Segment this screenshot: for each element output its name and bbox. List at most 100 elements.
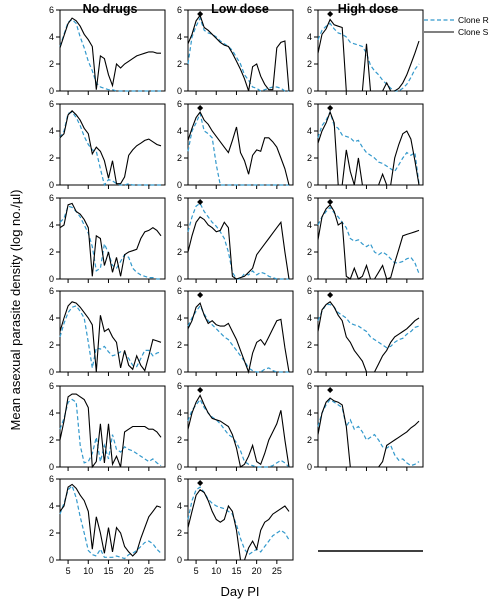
y-tick-label: 6: [49, 474, 54, 484]
x-tick-label: 5: [66, 566, 71, 576]
y-tick-label: 4: [49, 501, 54, 511]
y-tick-label: 0: [49, 180, 54, 190]
series-line-clone-r: [317, 22, 420, 92]
panel-r0-c0: 0 2 4 6: [49, 5, 166, 96]
series-line-clone-s: [317, 301, 420, 373]
y-tick-label: 4: [49, 220, 54, 230]
y-tick-label: 2: [177, 435, 182, 445]
column-title-low-dose: Low dose: [211, 2, 269, 16]
treatment-marker-diamond: [197, 292, 204, 298]
series-line-clone-s: [317, 110, 420, 186]
x-tick-label: 15: [231, 566, 241, 576]
y-tick-label: 2: [307, 435, 312, 445]
series-line-clone-s: [59, 301, 162, 373]
y-tick-label: 4: [177, 501, 182, 511]
panel-frame: [317, 385, 424, 468]
series-line-clone-r: [187, 398, 290, 468]
y-tick-label: 6: [49, 99, 54, 109]
y-tick-label: 2: [307, 340, 312, 350]
y-tick-label: 2: [177, 59, 182, 69]
y-tick-label: 2: [177, 528, 182, 538]
y-axis-label: Mean asexual parasite density (log no./µ…: [8, 190, 23, 431]
panel-frame: [59, 103, 166, 186]
x-tick-label: 5: [194, 566, 199, 576]
panel-r0-c2: 0 2 4 6: [307, 5, 424, 96]
x-tick-label: 20: [124, 566, 134, 576]
series-line-clone-r: [187, 304, 289, 373]
series-line-clone-s: [317, 397, 420, 468]
panel-frame: [187, 197, 294, 280]
panel-frame: [317, 103, 424, 186]
series-line-clone-s: [187, 394, 290, 468]
y-tick-label: 0: [177, 274, 182, 284]
panel-r4-c0: 0 2 4 6: [49, 381, 166, 472]
y-tick-label: 0: [49, 555, 54, 565]
panel-r0-c1: 0 2 4 6: [177, 5, 294, 96]
y-tick-label: 6: [49, 5, 54, 15]
y-tick-label: 6: [177, 474, 182, 484]
y-tick-label: 4: [307, 313, 312, 323]
treatment-marker-diamond: [327, 11, 334, 17]
y-tick-label: 0: [49, 367, 54, 377]
series-line-clone-s: [59, 17, 161, 90]
panel-frame: [187, 9, 294, 92]
y-tick-label: 4: [49, 408, 54, 418]
y-tick-label: 6: [177, 5, 182, 15]
panel-frame: [317, 9, 424, 92]
y-tick-label: 0: [49, 462, 54, 472]
series-line-clone-s: [317, 203, 420, 280]
series-line-clone-r: [59, 205, 161, 280]
y-tick-label: 0: [177, 555, 182, 565]
y-tick-label: 0: [307, 86, 312, 96]
panel-r3-c1: 0 2 4 6: [177, 286, 294, 377]
panel-r1-c2: 0 2 4 6: [307, 99, 424, 190]
y-tick-label: 6: [49, 381, 54, 391]
panel-r2-c0: 0 2 4 6: [49, 193, 166, 284]
panel-r4-c2: 0 2 4 6: [307, 381, 424, 472]
series-line-clone-s: [59, 110, 162, 185]
y-tick-label: 2: [49, 59, 54, 69]
series-line-clone-s: [187, 302, 290, 374]
y-tick-label: 6: [307, 193, 312, 203]
panel-r4-c1: 0 2 4 6: [177, 381, 294, 472]
series-line-clone-r: [317, 110, 420, 184]
y-tick-label: 4: [177, 313, 182, 323]
series-line-clone-r: [317, 303, 420, 349]
x-tick-label: 10: [211, 566, 221, 576]
y-tick-label: 6: [177, 99, 182, 109]
y-tick-label: 2: [177, 247, 182, 257]
y-tick-label: 0: [307, 462, 312, 472]
y-tick-label: 6: [49, 286, 54, 296]
treatment-marker-diamond: [327, 387, 334, 393]
y-tick-label: 0: [177, 462, 182, 472]
panel-frame: [59, 385, 166, 468]
column-title-high-dose: High dose: [338, 2, 398, 16]
x-axis-label: Day PI: [220, 584, 259, 599]
y-tick-label: 2: [49, 435, 54, 445]
x-tick-label: 25: [144, 566, 154, 576]
series-line-clone-s: [59, 393, 162, 469]
y-tick-label: 6: [307, 381, 312, 391]
y-tick-label: 0: [49, 274, 54, 284]
series-line-clone-r: [317, 398, 420, 467]
y-tick-label: 2: [49, 340, 54, 350]
series-line-clone-r: [59, 111, 161, 187]
series-line-clone-s: [317, 18, 420, 92]
panel-r3-c0: 0 2 4 6: [49, 286, 166, 377]
series-line-clone-r: [187, 202, 289, 280]
y-tick-label: 4: [307, 220, 312, 230]
series-line-clone-r: [59, 398, 162, 467]
y-tick-label: 4: [49, 313, 54, 323]
series-line-clone-s: [187, 111, 290, 186]
y-tick-label: 6: [177, 286, 182, 296]
y-tick-label: 4: [307, 408, 312, 418]
series-line-clone-s: [59, 483, 162, 557]
y-tick-label: 4: [177, 126, 182, 136]
y-tick-label: 2: [49, 247, 54, 257]
y-tick-label: 2: [177, 153, 182, 163]
treatment-marker-diamond: [197, 11, 204, 17]
treatment-marker-diamond: [197, 105, 204, 111]
y-tick-label: 4: [49, 32, 54, 42]
legend: Clone R Clone S: [424, 15, 489, 37]
panel-frame: [59, 478, 166, 561]
